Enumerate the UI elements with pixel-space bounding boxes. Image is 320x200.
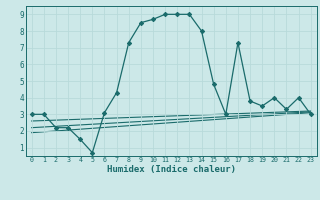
X-axis label: Humidex (Indice chaleur): Humidex (Indice chaleur)	[107, 165, 236, 174]
